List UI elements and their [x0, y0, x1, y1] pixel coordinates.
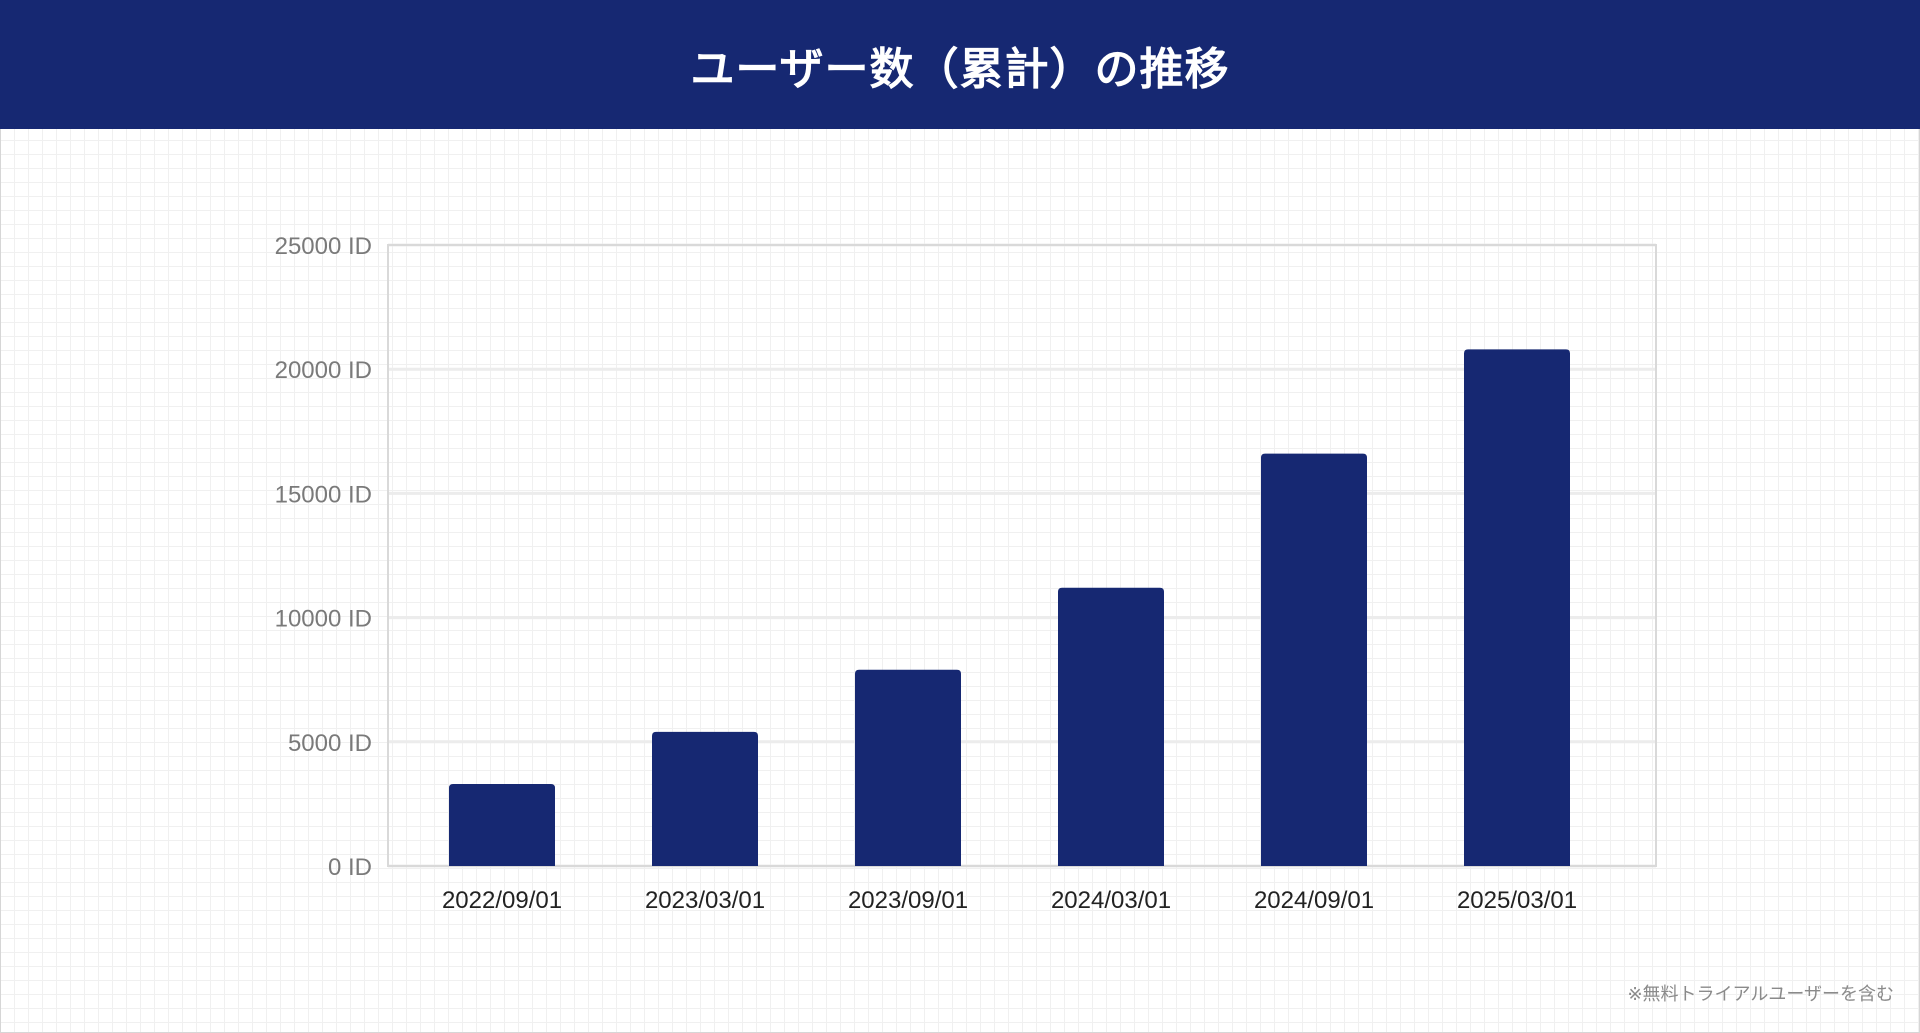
x-tick-label: 2022/09/01	[442, 887, 562, 914]
x-tick-label: 2024/03/01	[1051, 887, 1171, 914]
title-banner: ユーザー数（累計）の推移	[0, 0, 1920, 129]
footnote: ※無料トライアルユーザーを含む	[1627, 984, 1894, 1005]
y-tick-label: 10000 ID	[275, 606, 372, 633]
y-axis-ticks: 0 ID 5000 ID 10000 ID 15000 ID 20000 ID 25000…	[275, 233, 372, 881]
x-tick-label: 2023/09/01	[848, 887, 968, 914]
plot-area-border	[387, 244, 1657, 867]
bar	[1464, 349, 1570, 866]
bar	[1058, 587, 1164, 866]
y-tick-label: 15000 ID	[275, 481, 372, 508]
bar	[1261, 453, 1367, 866]
chart-title: ユーザー数（累計）の推移	[690, 43, 1230, 95]
bar	[449, 784, 555, 866]
y-tick-label: 5000 ID	[288, 730, 372, 757]
x-tick-label: 2023/03/01	[645, 887, 765, 914]
y-tick-label: 0 ID	[328, 854, 372, 881]
x-tick-label: 2024/09/01	[1254, 887, 1374, 914]
bar	[652, 731, 758, 866]
bars	[449, 349, 1570, 866]
y-tick-label: 25000 ID	[275, 233, 372, 260]
y-tick-label: 20000 ID	[275, 357, 372, 384]
bar	[855, 669, 961, 866]
x-tick-label: 2025/03/01	[1457, 887, 1577, 914]
x-axis-ticks: 2022/09/01 2023/03/01 2023/09/01 2024/03/01…	[442, 887, 1577, 914]
